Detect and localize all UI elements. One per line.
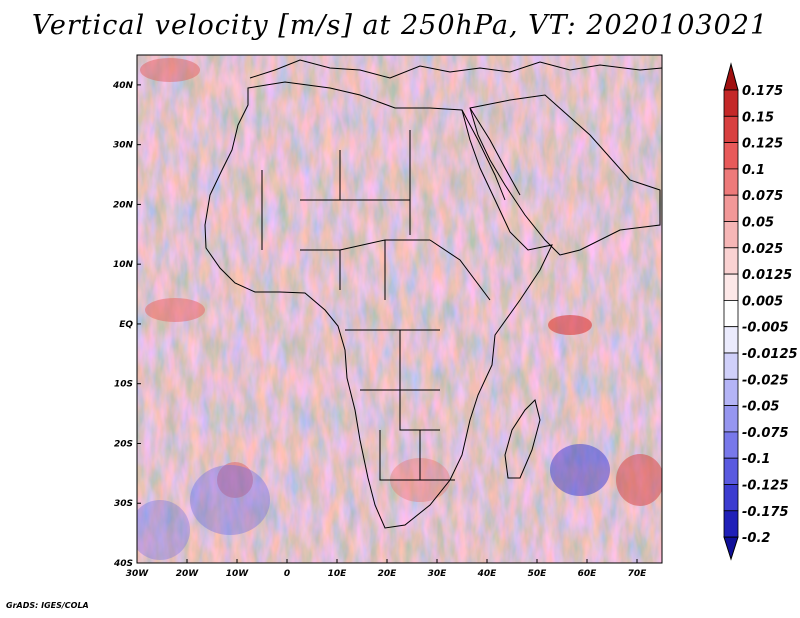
map-frame [136,54,663,564]
lat-tick-label: 10S [114,380,133,390]
colorbar-label: 0.1 [742,163,765,178]
colorbar-label: -0.0125 [742,347,798,362]
colorbar-swatch [723,142,739,170]
colorbar-swatch [723,431,739,459]
colorbar-label: -0.1 [742,452,770,467]
lat-tick-label: EQ [119,320,133,330]
lon-tick-label: 0 [284,569,290,579]
lon-tick-label: 20W [176,569,200,579]
lat-tick-label: 40N [112,81,134,91]
colorbar-swatch [723,352,739,380]
coastlines [204,59,662,529]
colorbar-label: -0.025 [742,373,789,388]
lon-tick-label: 30E [428,569,448,579]
colorbar-label: -0.125 [742,479,789,494]
europe-coastline [249,59,662,79]
colorbar-label: 0.025 [742,242,783,257]
colorbar-label: 0.005 [742,294,783,309]
colorbar-swatch [723,221,739,249]
colorbar-label: -0.075 [742,426,789,441]
lat-tick-label: 30N [113,141,134,151]
lat-tick-label: 40S [113,559,133,569]
arabia-coastline [469,94,661,256]
africa-coastline [204,81,553,529]
colorbar-label: -0.005 [742,321,789,336]
lon-tick-label: 20E [378,569,398,579]
colorbar-label: -0.2 [742,531,770,546]
colorbar-top-arrow [723,62,739,91]
colorbar-label: 0.175 [742,84,783,99]
colorbar-swatch [723,510,739,538]
colorbar-swatch [723,168,739,196]
colorbar-label: 0.05 [742,216,774,231]
lon-tick-label: 40E [477,569,498,579]
longitude-tick-labels: 30W 20W 10W 0 10E 20E 30E 40E 50E 60E 70E [126,559,647,579]
colorbar-label: 0.075 [742,189,783,204]
lon-tick-label: 10E [328,569,348,579]
lon-tick-label: 50E [528,569,548,579]
lat-tick-label: 20N [113,200,134,210]
colorbar-swatch [723,273,739,301]
lon-tick-label: 30W [126,569,150,579]
colorbar-swatch [723,115,739,144]
colorbar-label: 0.125 [742,137,783,152]
colorbar-swatch [723,89,739,117]
footer-credit: GrADS: IGES/COLA [6,601,89,610]
colorbar-swatch [723,194,739,222]
lon-tick-label: 60E [578,569,598,579]
colorbar-swatch [723,405,739,433]
colorbar-label: -0.05 [742,400,779,415]
colorbar-label: -0.175 [742,505,789,520]
colorbar-swatch [723,299,739,328]
lat-tick-label: 20S [114,439,133,449]
colorbar-label: 0.15 [742,110,774,125]
lat-tick-label: 10N [113,260,134,270]
lon-tick-label: 10W [226,569,250,579]
colorbar-label: 0.0125 [742,268,792,283]
colorbar: 0.175 0.15 0.125 0.1 0.075 0.05 0.025 0.0125 0.0… [723,62,798,561]
velocity-field [137,55,662,563]
colorbar-bottom-arrow [723,536,739,561]
colorbar-swatch [723,457,739,485]
latitude-tick-labels: 40N 30N 20N 10N EQ 10S 20S 30S 40S [112,81,141,569]
madagascar-coastline [504,399,541,479]
lat-tick-label: 30S [114,499,133,509]
lon-tick-label: 70E [628,569,648,579]
colorbar-swatch [723,326,739,354]
page-title: Vertical velocity [m/s] at 250hPa, VT: 2… [31,10,769,41]
colorbar-swatch [723,484,739,512]
colorbar-swatch [723,378,739,406]
colorbar-swatch [723,247,739,275]
